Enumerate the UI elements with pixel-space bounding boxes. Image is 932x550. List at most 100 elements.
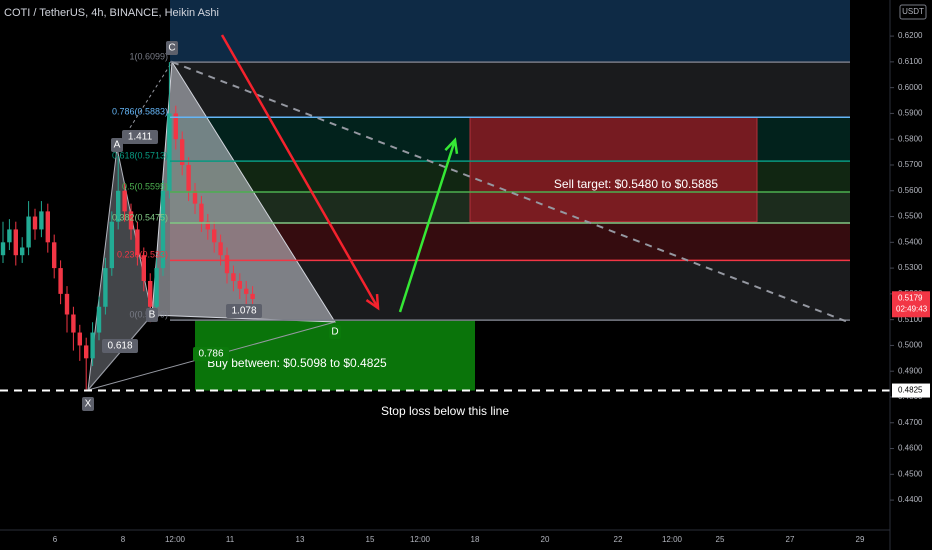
candle-body xyxy=(237,280,242,289)
point-label: 1.078 xyxy=(231,306,256,317)
x-tick-label: 29 xyxy=(856,535,865,544)
y-tick-label: 0.5900 xyxy=(898,109,923,118)
point-tag xyxy=(102,339,138,353)
point-label: X xyxy=(85,399,92,410)
fib-label: 0.382(0.5475) xyxy=(112,212,168,222)
point-tag xyxy=(111,138,123,152)
symbol-title: COTI / TetherUS, 4h, BINANCE, Heikin Ash… xyxy=(4,7,219,19)
point-label: D xyxy=(331,327,338,338)
y-tick-label: 0.4500 xyxy=(898,469,923,478)
up-arrow-head xyxy=(444,137,459,155)
candle-body xyxy=(173,113,178,140)
y-tick-label: 0.6000 xyxy=(898,83,923,92)
stop-loss-tag xyxy=(892,383,930,398)
point-tag xyxy=(82,397,94,411)
candle-body xyxy=(244,288,249,294)
candle-body xyxy=(167,113,172,191)
candle-body xyxy=(224,255,230,274)
candle-body xyxy=(128,211,134,230)
fib-label: 1(0.6099) xyxy=(129,52,168,62)
point-label: A xyxy=(114,140,121,151)
candle-body xyxy=(77,332,82,346)
fib-bands xyxy=(170,62,850,391)
y-tick-label: 0.5700 xyxy=(898,160,923,169)
stop-loss-label: 0.4825 xyxy=(898,386,923,395)
down-arrow-head xyxy=(365,293,380,311)
y-tick-label: 0.5800 xyxy=(898,134,923,143)
candle-body xyxy=(135,229,140,256)
candle-body xyxy=(250,293,255,300)
candle-body xyxy=(116,190,121,222)
candle-body xyxy=(39,211,44,230)
x-tick-label: 15 xyxy=(366,535,375,544)
up-arrow xyxy=(398,139,457,313)
candle-body xyxy=(160,190,166,269)
y-tick-label: 0.5100 xyxy=(898,315,923,324)
x-tick-label: 12:00 xyxy=(662,535,683,544)
fib-label: 0.5(0.5595) xyxy=(122,181,168,191)
point-label: 1.411 xyxy=(128,132,153,143)
candle-body xyxy=(90,332,95,359)
overlay: 1(0.6099) 0.786(0.5883) 0.618(0.5713) 0.5(0… xyxy=(0,34,890,418)
sell-zone xyxy=(469,116,758,223)
x-tick-label: 20 xyxy=(541,535,550,544)
candles xyxy=(0,62,255,391)
candle-body xyxy=(141,255,146,281)
point-label: 0.786 xyxy=(198,349,223,360)
buy-text: Buy between: $0.5098 to $0.4825 xyxy=(207,356,387,370)
fib-label: 0.786(0.5883) xyxy=(112,107,168,117)
y-tick-label: 0.4900 xyxy=(898,366,923,375)
candle-body xyxy=(205,221,210,230)
point-tag xyxy=(226,304,262,318)
fib-band xyxy=(170,62,850,118)
x-tick-label: 18 xyxy=(471,535,480,544)
x-tick-label: 13 xyxy=(296,535,305,544)
x-tick-label: 27 xyxy=(786,535,795,544)
candle-body xyxy=(122,190,127,212)
candle-body xyxy=(186,164,191,191)
y-tick-label: 0.5400 xyxy=(898,237,923,246)
fib-label: 0.618(0.5713) xyxy=(112,150,168,160)
fib-label: 0.236(0.533) xyxy=(117,250,168,260)
candle-body xyxy=(13,229,18,256)
last-price-label: 0.5179 xyxy=(898,293,923,302)
y-tick-label: 0.4400 xyxy=(898,495,923,504)
fib-top-band xyxy=(170,0,850,62)
point-label: C xyxy=(168,43,175,54)
point-tag xyxy=(329,325,341,339)
x-tick-label: 11 xyxy=(226,535,235,544)
candle-body xyxy=(58,268,63,294)
point-label: 0.618 xyxy=(107,341,132,352)
candle-body xyxy=(7,229,12,243)
point-tag xyxy=(166,41,178,55)
x-tick-label: 8 xyxy=(121,535,126,544)
point-tag xyxy=(193,347,229,361)
candle-body xyxy=(26,216,31,248)
y-tick-label: 0.5500 xyxy=(898,212,923,221)
candle-body xyxy=(84,345,89,359)
candle-body xyxy=(64,293,70,315)
x-tick-label: 25 xyxy=(716,535,725,544)
candle-body xyxy=(109,221,114,269)
trendline xyxy=(171,61,849,323)
currency[interactable]: USDT xyxy=(902,7,924,16)
currency-box[interactable] xyxy=(899,4,927,20)
candle-body xyxy=(154,268,159,307)
x-tick-label: 6 xyxy=(53,535,58,544)
down-arrow xyxy=(220,34,380,309)
last-price-tag xyxy=(892,291,930,318)
pattern-line xyxy=(116,61,173,149)
candle-body xyxy=(45,211,50,243)
candle-body xyxy=(231,273,236,281)
candle-body xyxy=(71,314,76,333)
candle-body xyxy=(218,242,223,256)
price-axis xyxy=(890,0,932,550)
candle-body xyxy=(20,247,25,256)
candle-body xyxy=(96,306,102,333)
y-tick-label: 0.6200 xyxy=(898,31,923,40)
sell-text: Sell target: $0.5480 to $0.5885 xyxy=(554,177,718,191)
y-tick-label: 0.6100 xyxy=(898,57,923,66)
candle-body xyxy=(103,268,108,307)
